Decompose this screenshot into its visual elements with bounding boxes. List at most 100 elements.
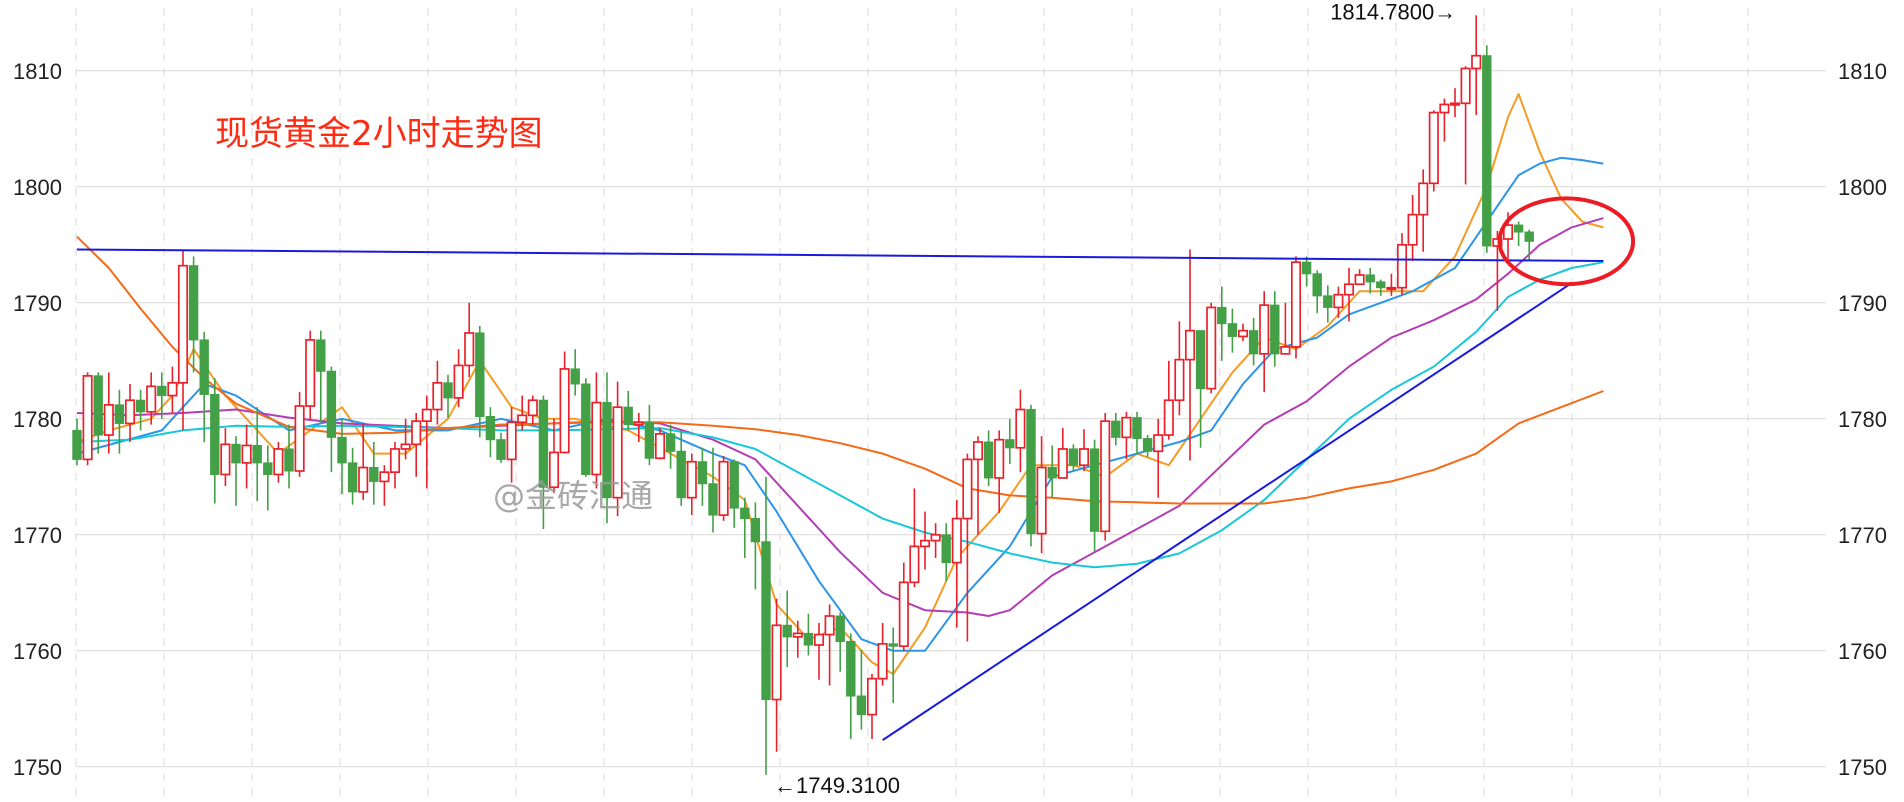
candle-body — [1068, 448, 1079, 466]
candle-body — [1174, 358, 1185, 402]
candle — [697, 447, 708, 506]
candle-body — [263, 462, 273, 475]
candle — [866, 674, 878, 739]
candle — [1460, 66, 1471, 185]
candle — [846, 633, 856, 739]
candle — [538, 395, 549, 529]
candle-body — [909, 545, 920, 584]
y-tick-left: 1750 — [13, 755, 62, 780]
candle — [294, 392, 305, 477]
candle-body — [1121, 416, 1132, 439]
candle — [1005, 418, 1015, 465]
candle-body — [1227, 323, 1238, 337]
candle-body — [1290, 261, 1302, 348]
y-tick-left: 1790 — [13, 291, 62, 316]
candle-body — [252, 444, 262, 464]
candle-body — [750, 518, 761, 543]
candle — [1471, 15, 1482, 115]
trendline — [76, 248, 1604, 263]
candle-body — [1333, 293, 1344, 309]
candle-body — [347, 462, 358, 493]
candle — [263, 445, 273, 511]
candle-body — [103, 404, 114, 436]
candle-body — [846, 641, 856, 697]
candle-body — [220, 443, 231, 476]
candle — [1089, 439, 1100, 553]
candle-body — [241, 444, 252, 464]
candle-body — [1078, 448, 1090, 467]
candle-body — [792, 632, 803, 638]
candle-body — [316, 339, 326, 372]
candle-body — [951, 517, 962, 564]
ma-line — [76, 156, 1604, 652]
candle — [1333, 286, 1344, 318]
candle — [835, 612, 845, 672]
candle — [337, 418, 347, 495]
candle — [72, 418, 82, 466]
candle-body — [1492, 238, 1503, 247]
candle — [898, 562, 909, 651]
candle — [506, 407, 517, 483]
candle-body — [866, 677, 878, 716]
candle-body — [177, 264, 189, 384]
y-tick-left: 1810 — [13, 59, 62, 84]
moving-average-lines — [76, 93, 1604, 675]
candle — [750, 502, 761, 590]
candle-body — [877, 642, 888, 680]
candle — [1163, 360, 1174, 440]
candle — [951, 500, 962, 628]
watermark: @金砖汇通 — [493, 477, 653, 515]
candle-body — [1343, 283, 1355, 296]
candle — [1323, 285, 1333, 323]
candlesticks — [72, 15, 1534, 775]
candle-body — [379, 471, 390, 483]
candle — [252, 407, 262, 502]
candle-body — [1482, 55, 1492, 247]
y-tick-right: 1810 — [1838, 59, 1887, 84]
y-tick-left: 1780 — [13, 407, 62, 432]
candle-body — [1142, 438, 1153, 452]
candle — [548, 418, 560, 494]
candle — [188, 256, 199, 373]
candle-body — [1248, 330, 1259, 355]
candle — [82, 372, 93, 466]
candle — [1036, 436, 1047, 554]
candle — [813, 622, 825, 680]
candle — [1227, 308, 1238, 353]
candle-body — [548, 451, 560, 489]
candle — [1195, 330, 1206, 448]
candle — [676, 430, 686, 506]
candle-body — [761, 541, 771, 701]
trendline — [882, 282, 1573, 741]
y-tick-right: 1800 — [1838, 175, 1887, 200]
candle — [389, 442, 401, 489]
candle — [856, 649, 867, 730]
candle-body — [570, 368, 580, 385]
candle-body — [464, 332, 475, 367]
y-tick-left: 1770 — [13, 523, 62, 548]
candle — [941, 523, 951, 582]
candle-body — [1047, 467, 1057, 479]
candle — [464, 302, 475, 378]
candle — [1270, 291, 1280, 367]
candle — [792, 620, 803, 658]
candle-body — [676, 450, 686, 499]
candle — [1513, 221, 1524, 246]
candle-body — [1365, 274, 1375, 283]
candle — [347, 447, 358, 505]
candle — [1439, 98, 1450, 142]
candle-body — [1502, 224, 1514, 240]
candle — [1015, 389, 1026, 473]
candle — [453, 349, 464, 408]
candle — [273, 442, 284, 483]
candle-body — [1439, 103, 1450, 114]
candle — [1280, 302, 1291, 355]
candle-body — [1206, 306, 1217, 390]
candle-body — [654, 433, 666, 460]
candle-body — [898, 581, 909, 648]
candle-body — [1524, 231, 1534, 242]
candle — [1290, 256, 1302, 359]
candle — [1376, 279, 1386, 296]
candle-body — [824, 615, 835, 636]
